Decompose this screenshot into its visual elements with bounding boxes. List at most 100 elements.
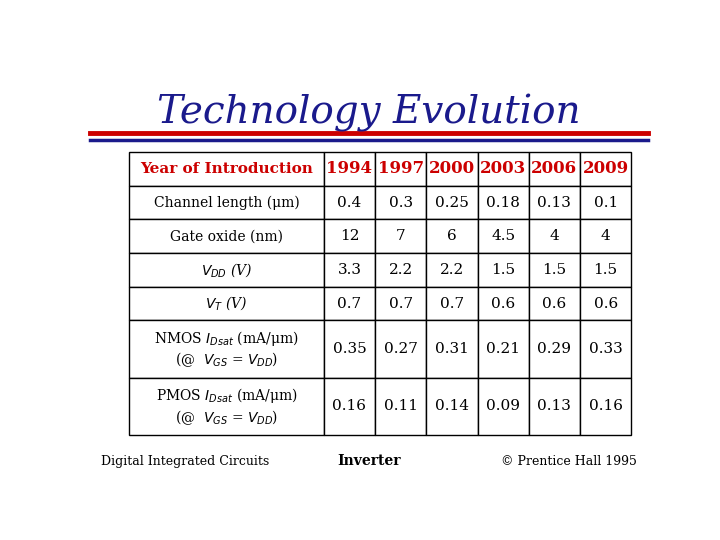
Text: 0.29: 0.29 bbox=[537, 342, 572, 356]
Bar bbox=[375, 320, 426, 377]
Text: 0.1: 0.1 bbox=[593, 195, 618, 210]
Bar bbox=[426, 320, 477, 377]
Text: 6: 6 bbox=[447, 230, 456, 243]
Text: 0.31: 0.31 bbox=[435, 342, 469, 356]
Bar bbox=[528, 377, 580, 435]
Text: 0.27: 0.27 bbox=[384, 342, 418, 356]
Bar bbox=[528, 186, 580, 219]
Bar bbox=[129, 377, 324, 435]
Bar bbox=[528, 152, 580, 186]
Text: 1.5: 1.5 bbox=[542, 263, 567, 277]
Bar bbox=[528, 320, 580, 377]
Text: 4.5: 4.5 bbox=[491, 230, 516, 243]
Bar bbox=[375, 377, 426, 435]
Text: 2006: 2006 bbox=[531, 160, 577, 178]
Text: $V_T$ (V): $V_T$ (V) bbox=[205, 295, 248, 313]
Bar bbox=[528, 287, 580, 320]
Bar bbox=[375, 287, 426, 320]
Text: 0.3: 0.3 bbox=[389, 195, 413, 210]
Text: 0.7: 0.7 bbox=[440, 296, 464, 310]
Bar bbox=[324, 287, 375, 320]
Text: $V_{DD}$ (V): $V_{DD}$ (V) bbox=[201, 261, 252, 279]
Bar bbox=[580, 287, 631, 320]
Text: 12: 12 bbox=[340, 230, 359, 243]
Bar bbox=[580, 253, 631, 287]
Text: 7: 7 bbox=[396, 230, 405, 243]
Bar bbox=[324, 186, 375, 219]
Text: 1997: 1997 bbox=[377, 160, 424, 178]
Text: 0.13: 0.13 bbox=[537, 399, 572, 413]
Text: 0.18: 0.18 bbox=[486, 195, 520, 210]
Bar bbox=[375, 253, 426, 287]
Bar bbox=[324, 320, 375, 377]
Text: 0.14: 0.14 bbox=[435, 399, 469, 413]
Bar bbox=[580, 377, 631, 435]
Bar bbox=[580, 152, 631, 186]
Text: 1994: 1994 bbox=[326, 160, 372, 178]
Bar bbox=[375, 186, 426, 219]
Bar bbox=[477, 152, 528, 186]
Text: 0.6: 0.6 bbox=[542, 296, 567, 310]
Text: 0.4: 0.4 bbox=[337, 195, 361, 210]
Bar bbox=[477, 377, 528, 435]
Text: 0.7: 0.7 bbox=[389, 296, 413, 310]
Bar bbox=[375, 152, 426, 186]
Bar bbox=[129, 287, 324, 320]
Bar bbox=[477, 253, 528, 287]
Bar bbox=[324, 152, 375, 186]
Bar bbox=[426, 377, 477, 435]
Bar bbox=[324, 377, 375, 435]
Text: Inverter: Inverter bbox=[337, 454, 401, 468]
Bar bbox=[477, 320, 528, 377]
Text: Channel length (μm): Channel length (μm) bbox=[153, 195, 300, 210]
Text: 0.35: 0.35 bbox=[333, 342, 366, 356]
Bar bbox=[580, 186, 631, 219]
Bar bbox=[477, 219, 528, 253]
Text: 2.2: 2.2 bbox=[440, 263, 464, 277]
Bar bbox=[426, 186, 477, 219]
Text: 0.33: 0.33 bbox=[589, 342, 623, 356]
Text: PMOS $I_{Dsat}$ (mA/μm)
(@  $V_{GS}$ = $V_{DD}$): PMOS $I_{Dsat}$ (mA/μm) (@ $V_{GS}$ = $V… bbox=[156, 386, 297, 427]
Text: NMOS $I_{Dsat}$ (mA/μm)
(@  $V_{GS}$ = $V_{DD}$): NMOS $I_{Dsat}$ (mA/μm) (@ $V_{GS}$ = $V… bbox=[154, 329, 299, 369]
Bar bbox=[324, 219, 375, 253]
Bar bbox=[129, 186, 324, 219]
Text: 1.5: 1.5 bbox=[491, 263, 516, 277]
Bar bbox=[426, 152, 477, 186]
Text: 4: 4 bbox=[600, 230, 611, 243]
Text: 0.25: 0.25 bbox=[435, 195, 469, 210]
Text: 0.6: 0.6 bbox=[593, 296, 618, 310]
Bar bbox=[426, 219, 477, 253]
Bar bbox=[129, 320, 324, 377]
Bar bbox=[580, 320, 631, 377]
Bar bbox=[477, 287, 528, 320]
Text: 0.6: 0.6 bbox=[491, 296, 516, 310]
Text: 2009: 2009 bbox=[582, 160, 629, 178]
Bar bbox=[426, 253, 477, 287]
Bar bbox=[375, 219, 426, 253]
Text: 0.11: 0.11 bbox=[384, 399, 418, 413]
Text: 0.7: 0.7 bbox=[338, 296, 361, 310]
Text: 0.21: 0.21 bbox=[486, 342, 520, 356]
Bar bbox=[129, 253, 324, 287]
Text: 0.13: 0.13 bbox=[537, 195, 572, 210]
Text: © Prentice Hall 1995: © Prentice Hall 1995 bbox=[501, 455, 637, 468]
Text: 2000: 2000 bbox=[429, 160, 475, 178]
Text: 2.2: 2.2 bbox=[389, 263, 413, 277]
Text: 2003: 2003 bbox=[480, 160, 526, 178]
Text: 0.16: 0.16 bbox=[589, 399, 623, 413]
Text: 0.16: 0.16 bbox=[333, 399, 366, 413]
Bar bbox=[426, 287, 477, 320]
Bar bbox=[129, 152, 324, 186]
Text: Technology Evolution: Technology Evolution bbox=[157, 94, 581, 132]
Bar bbox=[477, 186, 528, 219]
Bar bbox=[324, 253, 375, 287]
Text: 4: 4 bbox=[549, 230, 559, 243]
Bar bbox=[528, 219, 580, 253]
Text: 0.09: 0.09 bbox=[486, 399, 520, 413]
Bar bbox=[528, 253, 580, 287]
Text: Digital Integrated Circuits: Digital Integrated Circuits bbox=[101, 455, 269, 468]
Bar bbox=[580, 219, 631, 253]
Text: 1.5: 1.5 bbox=[593, 263, 618, 277]
Text: Year of Introduction: Year of Introduction bbox=[140, 162, 313, 176]
Text: Gate oxide (nm): Gate oxide (nm) bbox=[170, 230, 283, 243]
